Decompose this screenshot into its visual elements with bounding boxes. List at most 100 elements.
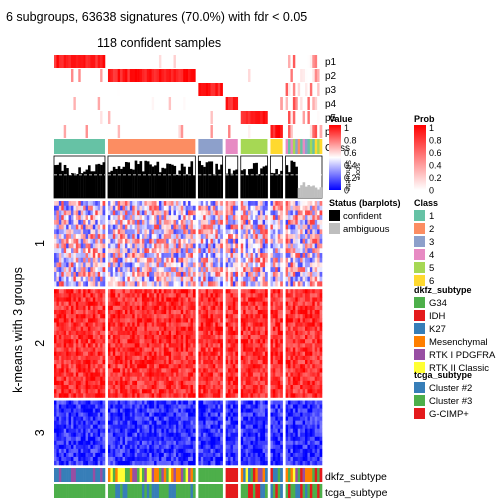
heat-cell: [87, 276, 91, 282]
prob-cell: [243, 55, 246, 68]
heat-cell: [132, 318, 135, 323]
heat-cell: [232, 229, 236, 235]
heat-cell: [163, 322, 167, 327]
heat-cell: [257, 297, 261, 302]
heat-cell: [297, 281, 301, 287]
prob-cell: [161, 125, 165, 138]
heat-cell: [56, 271, 60, 277]
heat-cell: [139, 248, 143, 254]
heat-cell: [97, 262, 101, 268]
heat-cell: [292, 281, 296, 287]
heat-cell: [212, 351, 216, 357]
heat-cell: [112, 253, 116, 259]
heat-cell: [243, 201, 246, 207]
heat-cell: [56, 326, 60, 332]
heat-cell: [208, 309, 211, 315]
heat-cell: [260, 253, 263, 259]
heat-cell: [97, 322, 101, 327]
heat-cell: [220, 339, 223, 344]
heat-cell: [54, 301, 57, 307]
heat-cell: [243, 257, 246, 263]
heat-cell: [80, 305, 84, 311]
prob-cell: [217, 125, 221, 138]
heat-cell: [205, 359, 209, 365]
prob-cell: [198, 97, 202, 110]
silhouette-bar: [212, 174, 216, 198]
heat-cell: [158, 281, 162, 287]
heat-cell: [156, 339, 160, 344]
heat-cell: [87, 253, 91, 259]
heat-cell: [156, 243, 160, 249]
prob-cell: [302, 125, 306, 138]
heat-cell: [212, 253, 216, 259]
prob-cell: [297, 83, 301, 96]
heat-cell: [260, 219, 263, 225]
heat-cell: [161, 289, 165, 294]
heat-cell: [252, 326, 256, 332]
prob-cell: [54, 125, 57, 138]
prob-cell: [137, 83, 140, 96]
silhouette-bar: [178, 170, 181, 198]
heat-cell: [228, 339, 231, 344]
heat-cell: [307, 334, 311, 340]
heat-cell: [248, 343, 251, 348]
heat-cell: [87, 305, 91, 311]
heat-cell: [198, 368, 202, 373]
heat-cell: [220, 376, 223, 382]
heat-cell: [317, 271, 320, 277]
heat-cell: [272, 364, 276, 369]
heat-cell: [257, 309, 261, 315]
prob-cell: [163, 125, 167, 138]
heat-cell: [178, 314, 182, 319]
heat-cell: [235, 334, 239, 340]
heat-cell: [161, 380, 165, 386]
heat-cell: [117, 372, 121, 377]
heat-cell: [168, 289, 172, 294]
prob-cell: [110, 55, 114, 68]
prob-cell: [200, 55, 204, 68]
heat-cell: [280, 267, 283, 273]
heat-cell: [61, 347, 65, 352]
heat-cell: [102, 314, 106, 319]
heat-cell: [83, 297, 86, 302]
heat-cell: [250, 210, 254, 216]
heat-cell: [61, 271, 65, 277]
heat-cell: [110, 238, 114, 244]
heat-cell: [120, 368, 123, 373]
heat-cell: [85, 281, 89, 287]
heat-cell: [83, 229, 86, 235]
heat-cell: [288, 309, 291, 315]
heat-cell: [78, 359, 81, 365]
heat-cell: [83, 355, 86, 361]
heat-cell: [240, 305, 244, 311]
prob-cell: [257, 125, 261, 138]
heat-cell: [220, 293, 223, 298]
heat-cell: [243, 219, 246, 225]
heat-cell: [92, 219, 96, 225]
heat-cell: [149, 224, 152, 230]
prob-cell: [68, 97, 72, 110]
prob-cell: [235, 111, 239, 124]
heat-cell: [243, 224, 246, 230]
prob-cell: [78, 55, 81, 68]
prob-cell: [252, 55, 256, 68]
heat-cell: [203, 343, 206, 348]
heat-cell: [270, 368, 274, 373]
heat-cell: [54, 210, 57, 216]
heat-cell: [100, 262, 103, 268]
heat-cell: [230, 257, 234, 263]
heat-cell: [171, 355, 174, 361]
heat-cell: [134, 210, 138, 216]
heat-cell: [203, 326, 206, 332]
prob-cell: [146, 111, 150, 124]
heat-cell: [243, 248, 246, 254]
prob-cell: [270, 97, 274, 110]
heat-cell: [248, 326, 251, 332]
heat-cell: [232, 359, 236, 365]
heat-cell: [183, 355, 186, 361]
heat-cell: [168, 368, 172, 373]
heat-cell: [166, 343, 169, 348]
heat-cell: [139, 343, 143, 348]
heat-cell: [295, 201, 299, 207]
prob-cell: [83, 55, 86, 68]
